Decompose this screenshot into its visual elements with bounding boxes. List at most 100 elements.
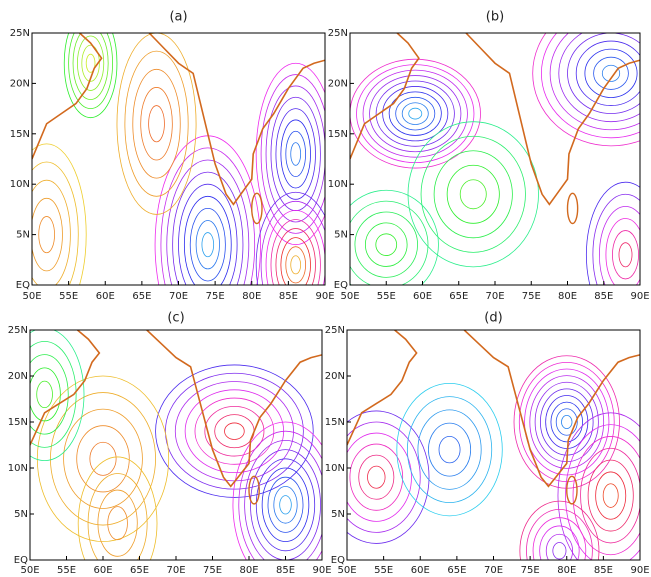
contour bbox=[612, 230, 639, 280]
y-tick-label: 5N bbox=[14, 509, 28, 520]
contour bbox=[155, 364, 314, 498]
contour bbox=[260, 74, 325, 234]
contour bbox=[214, 414, 255, 449]
contour bbox=[595, 471, 627, 520]
x-tick-label: 80E bbox=[239, 565, 258, 576]
x-tick-label: 55E bbox=[374, 565, 393, 576]
map-area bbox=[350, 33, 640, 285]
y-tick-label: EQ bbox=[334, 280, 348, 291]
x-tick-label: 50E bbox=[340, 291, 359, 302]
contour bbox=[549, 33, 640, 131]
contour bbox=[349, 443, 404, 511]
coastline bbox=[148, 33, 325, 206]
contour bbox=[350, 189, 439, 285]
contour bbox=[194, 397, 275, 465]
y-tick-label: 10N bbox=[8, 463, 28, 474]
x-tick-label: 55E bbox=[377, 291, 396, 302]
contour bbox=[204, 405, 265, 457]
contour bbox=[584, 48, 638, 98]
coastline bbox=[465, 33, 640, 206]
contour bbox=[561, 414, 573, 430]
y-tick-label: 25N bbox=[8, 325, 28, 336]
x-tick-label: 70E bbox=[484, 565, 503, 576]
contour bbox=[526, 509, 593, 560]
y-tick-label: 5N bbox=[334, 230, 348, 241]
contour bbox=[195, 220, 220, 270]
contour bbox=[85, 53, 96, 73]
contour bbox=[599, 205, 640, 285]
contour bbox=[532, 33, 640, 147]
x-tick-label: 85E bbox=[279, 291, 298, 302]
sri-lanka bbox=[251, 192, 263, 225]
contour bbox=[63, 33, 118, 119]
y-tick-label: 20N bbox=[8, 371, 28, 382]
contour bbox=[273, 485, 298, 524]
coastline bbox=[463, 330, 640, 488]
y-tick-label: 10N bbox=[10, 179, 30, 190]
frame bbox=[29, 329, 323, 561]
panel: (b) 50E 55E 60E 65E 70E 75E 80E 85E 90E 25N 20N 15N 1… bbox=[328, 10, 650, 303]
contour bbox=[541, 33, 640, 139]
x-tick-label: 75E bbox=[203, 565, 222, 576]
contour bbox=[265, 210, 325, 285]
contour bbox=[602, 483, 619, 508]
coastline bbox=[350, 33, 420, 160]
x-tick-label: 90E bbox=[315, 291, 334, 302]
contour bbox=[63, 408, 143, 509]
coastline bbox=[32, 33, 103, 160]
contour bbox=[550, 401, 583, 443]
y-tick-label: 5N bbox=[16, 230, 30, 241]
contour bbox=[347, 410, 430, 544]
contour bbox=[350, 200, 429, 285]
contour bbox=[238, 430, 322, 560]
y-tick-label: 20N bbox=[325, 371, 345, 382]
x-tick-label: 75E bbox=[522, 291, 541, 302]
contour bbox=[388, 91, 442, 136]
contour bbox=[89, 441, 117, 476]
contour bbox=[408, 107, 423, 120]
contour bbox=[30, 341, 77, 448]
contour bbox=[585, 181, 640, 285]
panel-label: (b) bbox=[486, 10, 504, 25]
x-tick-label: 85E bbox=[594, 565, 613, 576]
x-tick-label: 65E bbox=[449, 291, 468, 302]
sri-lanka bbox=[248, 475, 260, 505]
contour bbox=[183, 195, 232, 285]
y-tick-label: EQ bbox=[14, 555, 28, 566]
panel: (c) 50E 55E 60E 65E 70E 75E 80E 85E 90E 25N 20N 15N 1… bbox=[8, 311, 332, 577]
contour bbox=[68, 33, 113, 109]
contour bbox=[285, 130, 306, 178]
sri-lanka bbox=[566, 475, 578, 505]
contour bbox=[224, 422, 245, 440]
contour bbox=[244, 440, 322, 560]
x-tick-label: 90E bbox=[312, 565, 331, 576]
contour bbox=[375, 233, 398, 256]
x-tick-label: 75E bbox=[521, 565, 540, 576]
coastline bbox=[146, 330, 322, 488]
contour bbox=[382, 86, 449, 142]
contour bbox=[407, 121, 539, 268]
contour bbox=[30, 367, 61, 422]
contour bbox=[545, 533, 574, 560]
contour bbox=[36, 375, 170, 543]
contour bbox=[290, 142, 302, 166]
x-tick-label: 85E bbox=[276, 565, 295, 576]
contour bbox=[232, 421, 322, 560]
contour bbox=[77, 456, 158, 560]
frame bbox=[346, 329, 641, 561]
contour bbox=[270, 96, 321, 212]
contour bbox=[87, 473, 148, 560]
coastline bbox=[347, 330, 418, 446]
contour bbox=[189, 207, 226, 282]
contour bbox=[459, 179, 487, 210]
x-tick-label: 70E bbox=[166, 565, 185, 576]
x-tick-label: 60E bbox=[413, 291, 432, 302]
contour bbox=[116, 33, 197, 215]
contour bbox=[270, 219, 321, 285]
contour bbox=[32, 179, 71, 285]
contour bbox=[558, 33, 640, 123]
contour bbox=[255, 191, 325, 285]
contour bbox=[354, 211, 418, 278]
panel: (a) 50E 55E 60E 65E 70E 75E 80E 85E 90E 25N 20N 15N 1… bbox=[10, 10, 335, 303]
